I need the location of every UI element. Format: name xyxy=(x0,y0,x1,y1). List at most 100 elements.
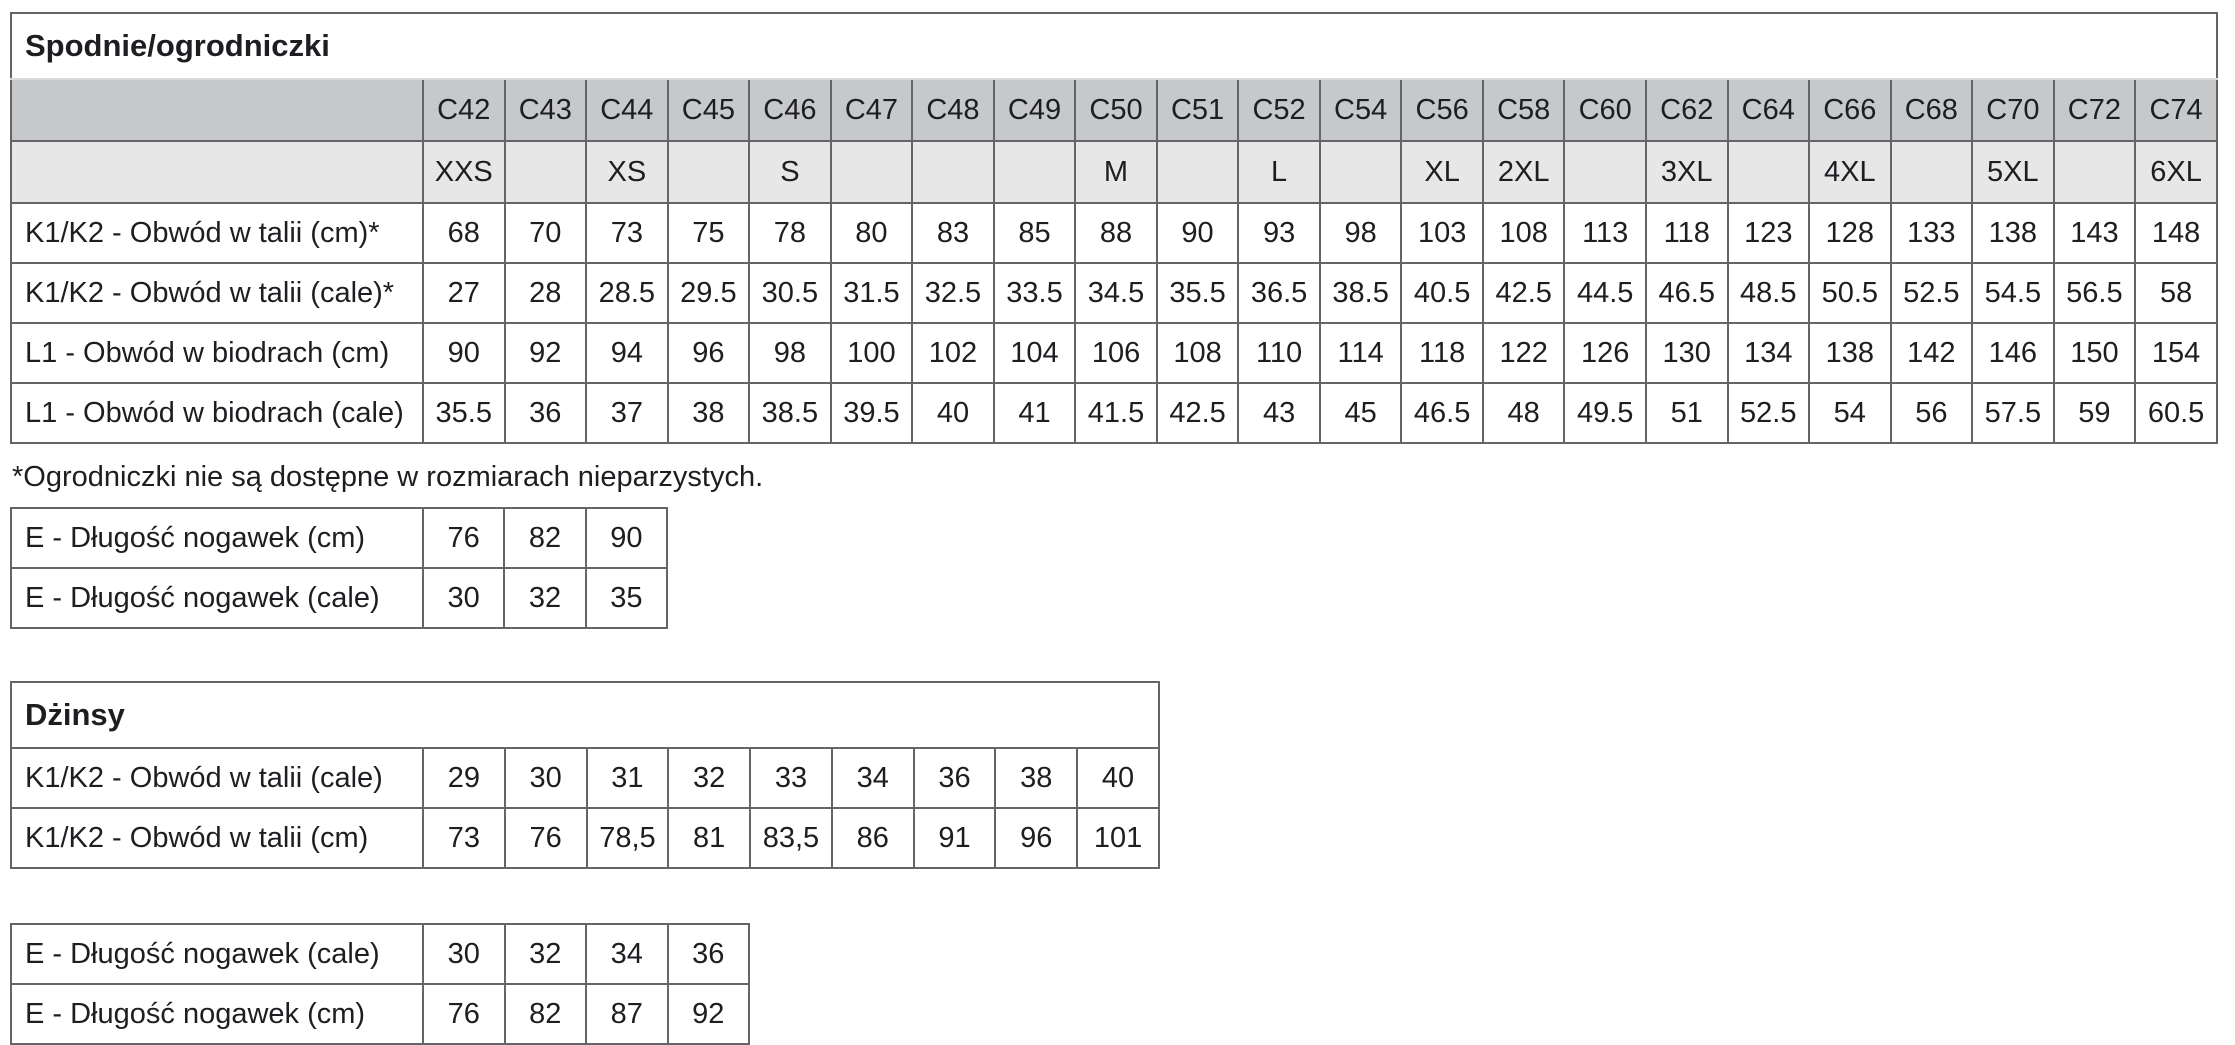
measurement-value-cell: 126 xyxy=(1563,322,1647,384)
size-code-header-cell: C42 xyxy=(422,78,506,142)
measurement-value-cell: 29 xyxy=(422,747,506,809)
measurement-value-cell: 76 xyxy=(422,983,506,1045)
measurement-value-cell: 76 xyxy=(503,807,588,869)
size-code-header-cell: C54 xyxy=(1318,78,1403,142)
measurement-value-cell: 138 xyxy=(1808,322,1892,384)
measurement-value-cell: 34.5 xyxy=(1074,262,1158,324)
size-label-cell: 3XL xyxy=(1644,140,1729,204)
size-label-cell xyxy=(911,140,995,204)
measurement-value-cell: 35 xyxy=(584,567,669,629)
measurement-value-cell: 93 xyxy=(1237,202,1321,264)
measurement-value-cell: 81 xyxy=(667,807,752,869)
header-spacer-cell xyxy=(10,78,424,142)
measurement-value-cell: 82 xyxy=(503,507,587,569)
measurement-value-cell: 80 xyxy=(829,202,914,264)
measurement-value-cell: 32.5 xyxy=(911,262,995,324)
table-row: K1/K2 - Obwód w talii (cale) 29 30 31 32 33 34… xyxy=(10,747,1160,809)
measurement-label-cell: E - Długość nogawek (cm) xyxy=(10,983,424,1045)
measurement-label-cell: K1/K2 - Obwód w talii (cale)* xyxy=(10,262,424,324)
table-row: E - Długość nogawek (cale) 30 32 35 xyxy=(10,567,669,629)
measurement-label-cell: L1 - Obwód w biodrach (cale) xyxy=(10,382,424,444)
measurement-value-cell: 91 xyxy=(912,807,997,869)
measurement-value-cell: 40 xyxy=(1076,747,1160,809)
size-label-cell: 2XL xyxy=(1481,140,1566,204)
measurement-value-cell: 34 xyxy=(585,923,669,985)
table-row: L1 - Obwód w biodrach (cale) 35.5 36 37 38 38… xyxy=(10,382,2218,444)
measurement-value-cell: 33 xyxy=(749,747,833,809)
size-code-header-cell: C44 xyxy=(585,78,669,142)
size-label-cell: M xyxy=(1074,140,1158,204)
size-label-cell: 5XL xyxy=(1971,140,2055,204)
measurement-value-cell: 41 xyxy=(992,382,1077,444)
measurement-value-cell: 51 xyxy=(1644,382,1729,444)
measurement-value-cell: 94 xyxy=(585,322,669,384)
size-label-cell: XL xyxy=(1400,140,1484,204)
measurement-value-cell: 78 xyxy=(748,202,832,264)
measurement-value-cell: 56.5 xyxy=(2052,262,2137,324)
measurement-value-cell: 86 xyxy=(830,807,915,869)
measurement-value-cell: 90 xyxy=(584,507,669,569)
pants-leg-length-table: E - Długość nogawek (cm) 76 82 90 E - Długoś… xyxy=(10,507,669,629)
measurement-value-cell: 118 xyxy=(1644,202,1729,264)
measurement-value-cell: 59 xyxy=(2052,382,2137,444)
table-row: E - Długość nogawek (cale) 30 32 34 36 xyxy=(10,923,750,985)
size-label-cell xyxy=(1889,140,1974,204)
measurement-value-cell: 32 xyxy=(667,747,752,809)
table-row: K1/K2 - Obwód w talii (cale)* 27 28 28.5 29.… xyxy=(10,262,2218,324)
measurement-value-cell: 37 xyxy=(585,382,669,444)
measurement-value-cell: 38.5 xyxy=(1318,262,1403,324)
measurement-value-cell: 75 xyxy=(666,202,751,264)
measurement-label-cell: K1/K2 - Obwód w talii (cm)* xyxy=(10,202,424,264)
measurement-value-cell: 146 xyxy=(1971,322,2055,384)
size-label-cell xyxy=(2052,140,2137,204)
measurement-value-cell: 46.5 xyxy=(1644,262,1729,324)
measurement-value-cell: 30.5 xyxy=(748,262,832,324)
measurement-value-cell: 36 xyxy=(503,382,588,444)
measurement-value-cell: 90 xyxy=(1155,202,1240,264)
measurement-value-cell: 31.5 xyxy=(829,262,914,324)
measurement-value-cell: 54 xyxy=(1808,382,1892,444)
measurement-value-cell: 73 xyxy=(422,807,506,869)
measurement-value-cell: 150 xyxy=(2052,322,2137,384)
measurement-value-cell: 143 xyxy=(2052,202,2137,264)
measurement-value-cell: 30 xyxy=(421,567,506,629)
measurement-value-cell: 103 xyxy=(1400,202,1484,264)
measurement-value-cell: 48 xyxy=(1481,382,1566,444)
size-code-header-cell: C70 xyxy=(1971,78,2055,142)
measurement-value-cell: 28.5 xyxy=(585,262,669,324)
measurement-value-cell: 123 xyxy=(1726,202,1811,264)
measurement-value-cell: 27 xyxy=(422,262,506,324)
measurement-value-cell: 36 xyxy=(666,923,750,985)
size-code-header-cell: C52 xyxy=(1237,78,1321,142)
measurement-value-cell: 38 xyxy=(666,382,751,444)
measurement-value-cell: 38.5 xyxy=(748,382,832,444)
measurement-value-cell: 98 xyxy=(1318,202,1403,264)
measurement-value-cell: 39.5 xyxy=(829,382,914,444)
size-label-cell xyxy=(829,140,914,204)
measurement-value-cell: 32 xyxy=(503,567,587,629)
table-row: E - Długość nogawek (cm) 76 82 87 92 xyxy=(10,983,750,1045)
measurement-value-cell: 34 xyxy=(830,747,915,809)
measurement-value-cell: 96 xyxy=(666,322,751,384)
measurement-value-cell: 44.5 xyxy=(1563,262,1647,324)
measurement-value-cell: 40 xyxy=(911,382,995,444)
measurement-value-cell: 110 xyxy=(1237,322,1321,384)
measurement-value-cell: 128 xyxy=(1808,202,1892,264)
size-code-header-cell: C58 xyxy=(1481,78,1566,142)
measurement-value-cell: 96 xyxy=(994,807,1079,869)
measurement-value-cell: 90 xyxy=(422,322,506,384)
measurement-value-cell: 48.5 xyxy=(1726,262,1811,324)
size-code-header-cell: C45 xyxy=(666,78,751,142)
table-row: K1/K2 - Obwód w talii (cm) 73 76 78,5 81 83,5… xyxy=(10,807,1160,869)
measurement-label-cell: K1/K2 - Obwód w talii (cm) xyxy=(10,807,424,869)
measurement-value-cell: 32 xyxy=(503,923,587,985)
measurement-value-cell: 68 xyxy=(422,202,506,264)
measurement-value-cell: 87 xyxy=(585,983,669,1045)
measurement-value-cell: 154 xyxy=(2134,322,2218,384)
measurement-value-cell: 85 xyxy=(992,202,1077,264)
measurement-value-cell: 54.5 xyxy=(1971,262,2055,324)
measurement-label-cell: E - Długość nogawek (cale) xyxy=(10,923,424,985)
measurement-value-cell: 35.5 xyxy=(1155,262,1240,324)
measurement-value-cell: 76 xyxy=(421,507,506,569)
measurement-value-cell: 49.5 xyxy=(1563,382,1647,444)
